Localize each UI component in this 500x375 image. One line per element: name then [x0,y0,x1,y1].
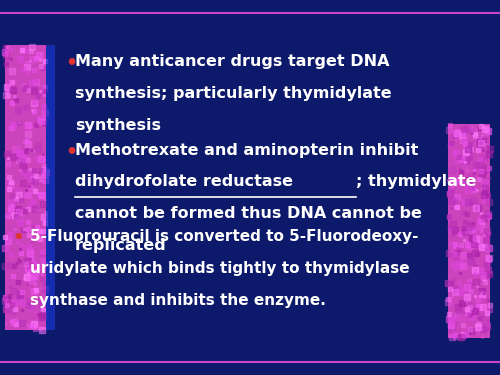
Text: dihydrofolate reductase: dihydrofolate reductase [75,174,293,189]
Text: uridylate which binds tightly to thymidylase: uridylate which binds tightly to thymidy… [30,261,409,276]
Text: synthase and inhibits the enzyme.: synthase and inhibits the enzyme. [30,292,326,308]
Text: replicated: replicated [75,238,167,253]
Text: ; thymidylate: ; thymidylate [356,174,477,189]
Text: Many anticancer drugs target DNA: Many anticancer drugs target DNA [75,54,390,69]
Text: synthesis; particularly thymidylate: synthesis; particularly thymidylate [75,86,392,101]
Text: •: • [12,229,24,247]
Bar [46,45,55,330]
Text: 5-Fluorouracil is converted to 5-Fluorodeoxy-: 5-Fluorouracil is converted to 5-Fluorod… [30,229,418,244]
Text: •: • [65,54,77,74]
Text: •: • [65,142,77,162]
Text: Methotrexate and aminopterin inhibit: Methotrexate and aminopterin inhibit [75,142,418,158]
Text: cannot be formed thus DNA cannot be: cannot be formed thus DNA cannot be [75,206,422,221]
Bar [448,124,490,338]
Bar [5,45,46,330]
Text: synthesis: synthesis [75,118,161,133]
